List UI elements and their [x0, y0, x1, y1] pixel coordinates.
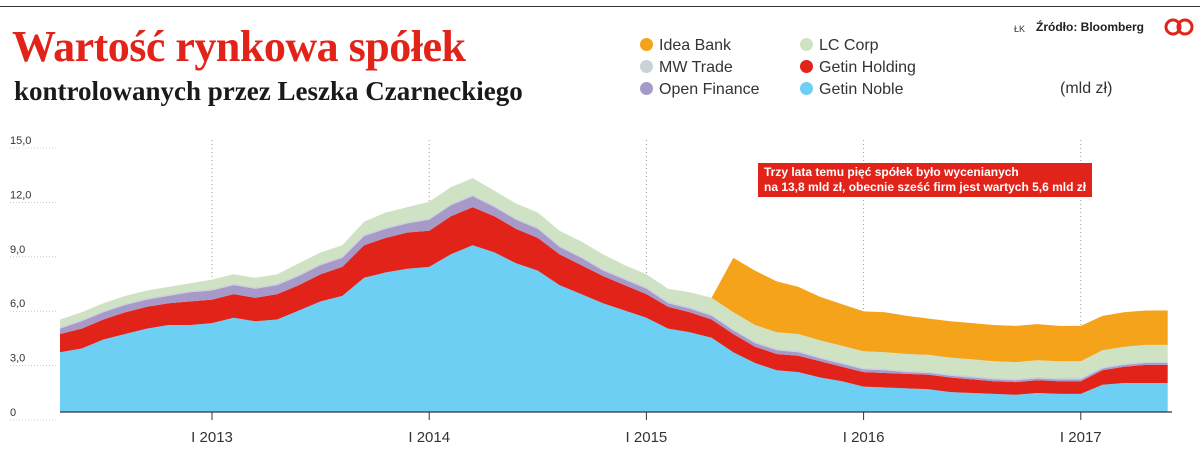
- legend-swatch: [640, 38, 653, 51]
- legend-swatch: [800, 38, 813, 51]
- y-tick-label: 15,0: [10, 135, 31, 147]
- y-tick-label: 9,0: [10, 244, 25, 256]
- y-tick-label: 0: [10, 407, 16, 419]
- legend-item-idea-bank: Idea Bank: [640, 36, 731, 56]
- area-idea-bank: [60, 178, 1168, 363]
- source-label: Źródło: Bloomberg: [1036, 20, 1144, 34]
- legend-label: Getin Noble: [819, 81, 904, 98]
- area-getin-holding: [60, 207, 1168, 395]
- legend-swatch: [640, 60, 653, 73]
- legend-item-getin-holding: Getin Holding: [800, 58, 916, 78]
- axes: 0 3,0 6,0 9,0 12,0 15,0 I 2013 I 2014 I 2015 I 20…: [10, 135, 1172, 446]
- series-areas: [60, 178, 1168, 412]
- legend-swatch: [800, 82, 813, 95]
- legend-item-lc-corp: LC Corp: [800, 36, 879, 56]
- legend-label: Getin Holding: [819, 59, 916, 76]
- legend-item-getin-noble: Getin Noble: [800, 80, 904, 100]
- y-tick-label: 3,0: [10, 353, 25, 365]
- legend-swatch: [800, 60, 813, 73]
- publisher-logo-icon: [1164, 18, 1194, 36]
- x-tick-label: I 2015: [626, 429, 668, 446]
- x-tick-label: I 2017: [1060, 429, 1102, 446]
- chart-title: Wartość rynkowa spółek: [12, 22, 466, 71]
- y-tick-label: 6,0: [10, 298, 25, 310]
- author-initials: ŁK: [1014, 24, 1026, 34]
- legend-item-open-finance: Open Finance: [640, 80, 760, 100]
- area-open-finance: [60, 196, 1168, 383]
- unit-label: (mld zł): [1060, 80, 1113, 97]
- legend-swatch: [640, 82, 653, 95]
- legend-label: MW Trade: [659, 59, 733, 76]
- x-tick-label: I 2013: [191, 429, 233, 446]
- top-rule: [0, 6, 1200, 7]
- area-lc-corp: [60, 178, 1168, 379]
- x-tick-label: I 2016: [843, 429, 885, 446]
- area-getin-noble: [60, 245, 1168, 412]
- y-tick-label: 12,0: [10, 189, 31, 201]
- legend-label: Idea Bank: [659, 37, 732, 54]
- x-tick-label: I 2014: [408, 429, 450, 446]
- legend-label: Open Finance: [659, 81, 760, 98]
- legend-label: LC Corp: [819, 37, 879, 54]
- chart-subtitle: kontrolowanych przez Leszka Czarneckiego: [14, 76, 523, 106]
- legend-item-mw-trade: MW Trade: [640, 58, 733, 78]
- annotation-line-1: Trzy lata temu pięć spółek było wycenian…: [764, 165, 1019, 179]
- annotation-box: Trzy lata temu pięć spółek było wycenian…: [758, 163, 1093, 197]
- annotation-line-2: na 13,8 mld zł, obecnie sześć firm jest …: [764, 180, 1087, 194]
